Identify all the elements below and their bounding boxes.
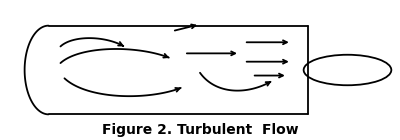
Text: Figure 2. Turbulent  Flow: Figure 2. Turbulent Flow bbox=[102, 122, 298, 136]
